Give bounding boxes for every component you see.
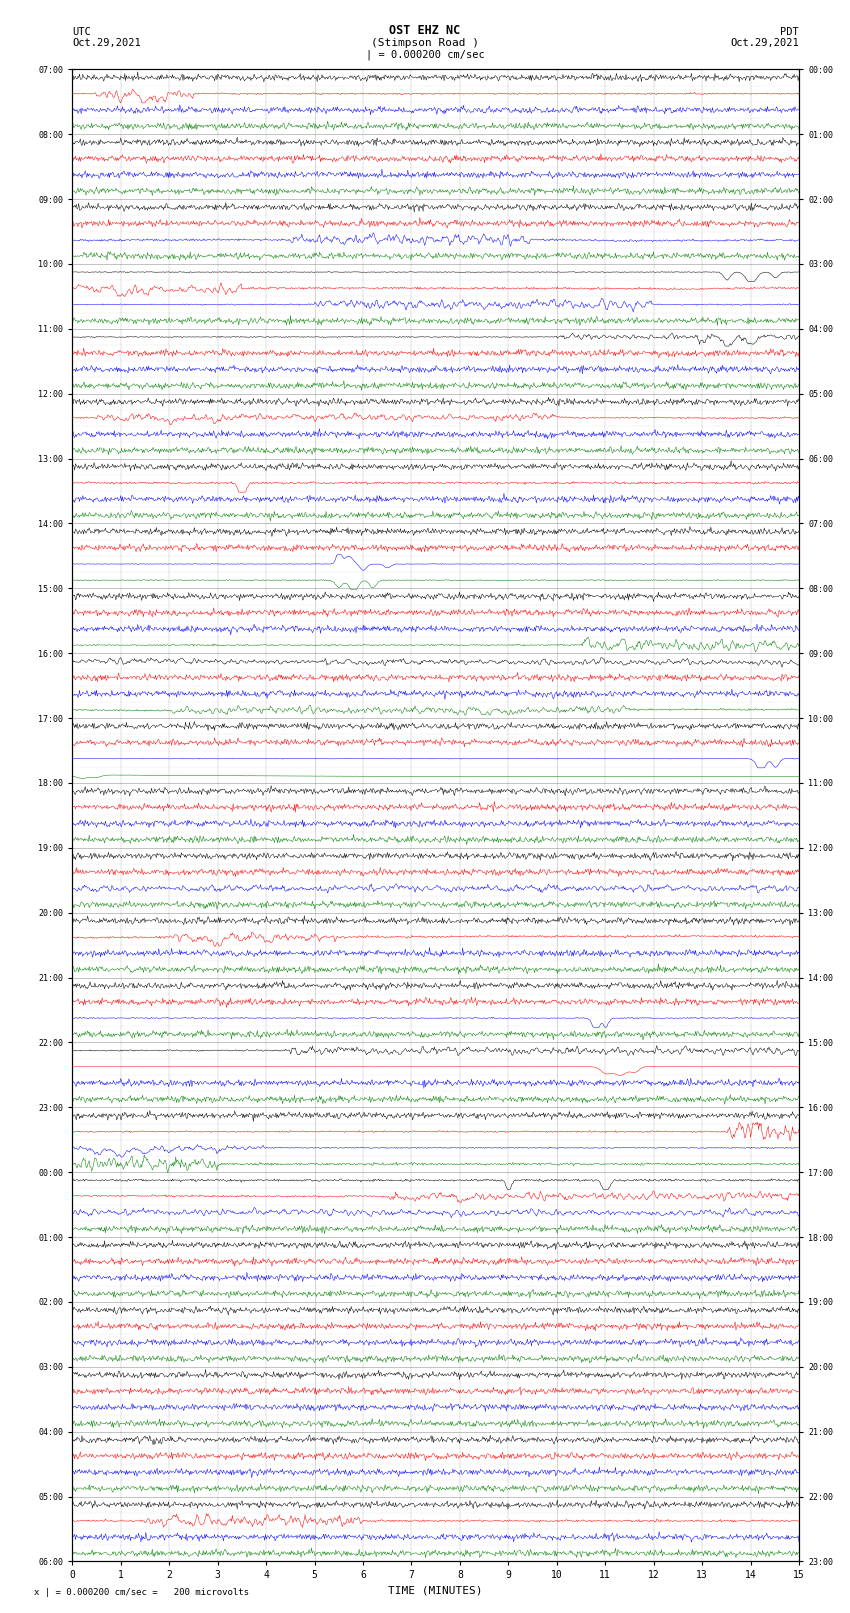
Text: (Stimpson Road ): (Stimpson Road ) (371, 39, 479, 48)
Text: OST EHZ NC: OST EHZ NC (389, 24, 461, 37)
X-axis label: TIME (MINUTES): TIME (MINUTES) (388, 1586, 483, 1595)
Text: UTC: UTC (72, 27, 91, 37)
Text: PDT: PDT (780, 27, 799, 37)
Text: | = 0.000200 cm/sec: | = 0.000200 cm/sec (366, 48, 484, 60)
Text: Oct.29,2021: Oct.29,2021 (72, 39, 141, 48)
Text: Oct.29,2021: Oct.29,2021 (730, 39, 799, 48)
Text: x | = 0.000200 cm/sec =   200 microvolts: x | = 0.000200 cm/sec = 200 microvolts (34, 1587, 249, 1597)
